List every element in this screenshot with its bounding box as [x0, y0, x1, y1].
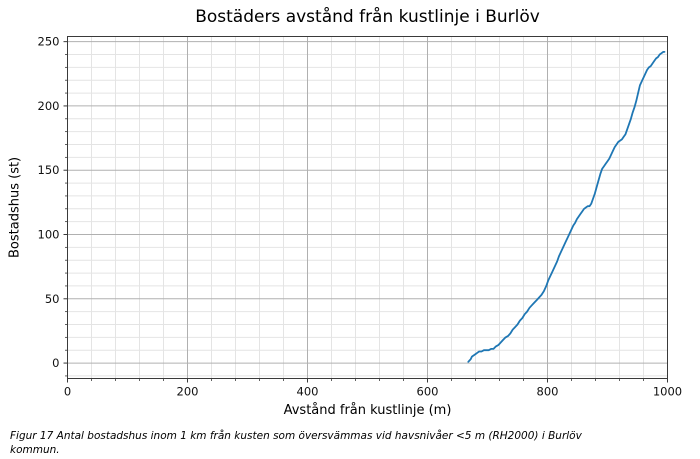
x-tick-label: 400 — [297, 385, 319, 399]
x-tick-label: 600 — [417, 385, 439, 399]
chart-canvas: 0 200 400 600 800 1000 0 50 100 150 200 250 — [38, 35, 683, 399]
y-tick-label: 250 — [38, 35, 60, 49]
x-axis-label: Avstånd från kustlinje (m) — [283, 403, 452, 418]
x-tick-label: 200 — [177, 385, 199, 399]
y-tick-label: 100 — [38, 228, 60, 242]
chart-title: Bostäders avstånd från kustlinje i Burlö… — [195, 7, 540, 27]
y-axis-label: Bostadshus (st) — [7, 156, 23, 259]
figure-caption: Figur 17 Antal bostadshus inom 1 km från… — [10, 430, 582, 457]
plot-border — [67, 36, 668, 379]
x-tick-label: 1000 — [653, 385, 682, 399]
data-line-bostadshus — [467, 51, 666, 363]
y-tick-label: 150 — [38, 163, 60, 177]
y-tick-label: 0 — [52, 356, 59, 370]
x-tick-label: 0 — [64, 385, 71, 399]
y-tick-label: 50 — [45, 292, 60, 306]
x-tick-label: 800 — [537, 385, 559, 399]
figure: 0 200 400 600 800 1000 0 50 100 150 200 250 Bostäde… — [7, 7, 683, 418]
y-tick-label: 200 — [38, 99, 60, 113]
